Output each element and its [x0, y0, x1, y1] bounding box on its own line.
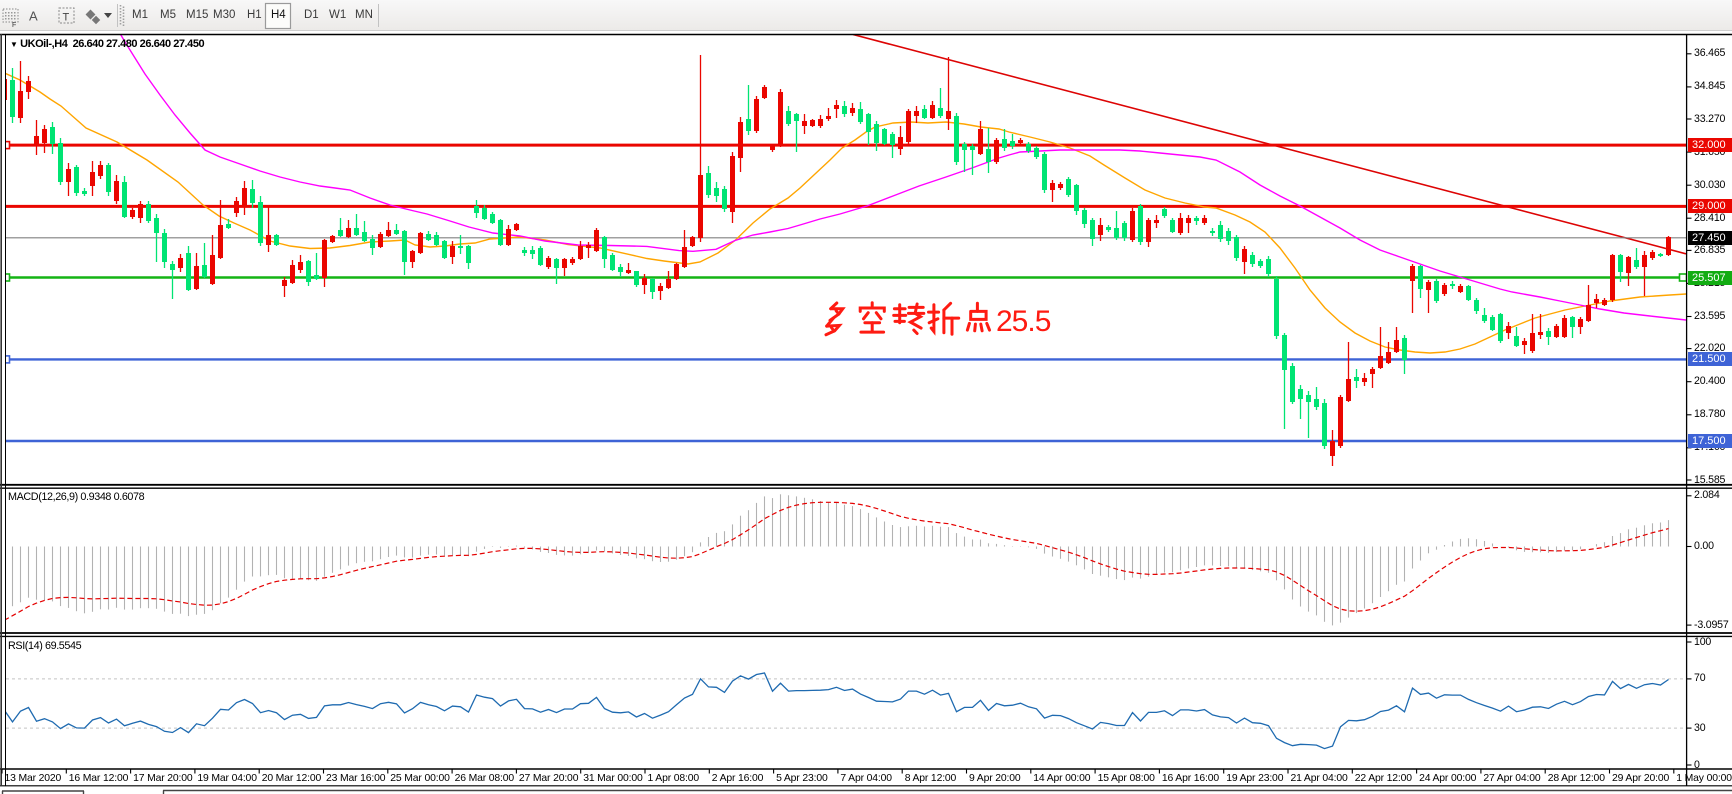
svg-text:T: T — [63, 12, 70, 24]
svg-text:A: A — [29, 9, 38, 24]
svg-text:F: F — [12, 22, 16, 29]
